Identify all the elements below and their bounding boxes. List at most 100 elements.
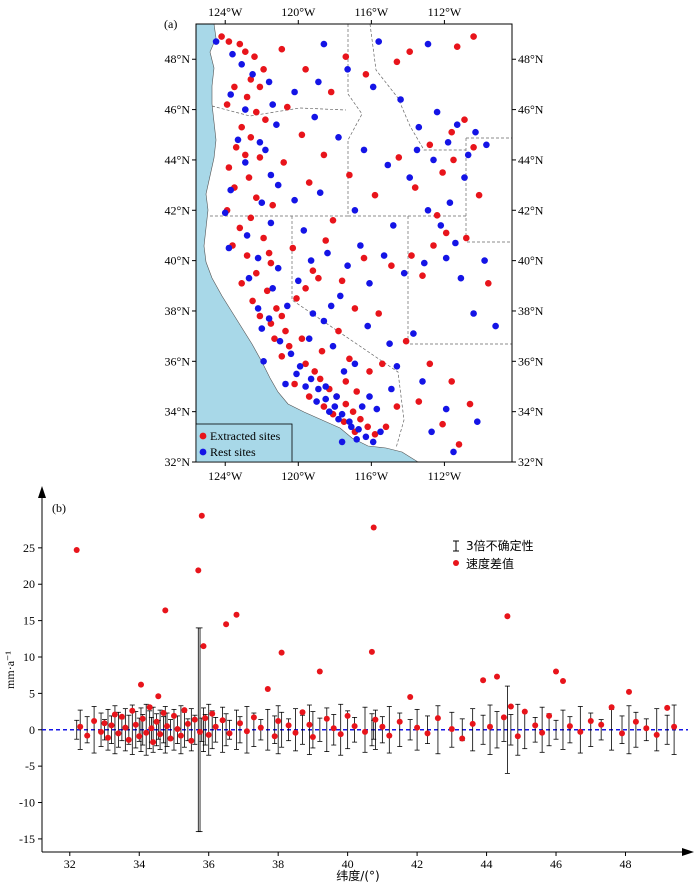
site-extracted bbox=[289, 244, 297, 252]
difference-point bbox=[174, 726, 181, 732]
site-extracted bbox=[430, 242, 437, 249]
difference-point bbox=[285, 722, 292, 729]
site-extracted bbox=[247, 134, 255, 141]
site-extracted bbox=[251, 53, 258, 60]
site-rest bbox=[269, 101, 277, 108]
x-tick-label: 38 bbox=[272, 857, 284, 871]
map-ytick-label-left: 36°N bbox=[165, 354, 191, 368]
difference-point bbox=[514, 733, 521, 740]
site-rest bbox=[324, 249, 331, 257]
site-extracted bbox=[470, 33, 477, 40]
difference-point bbox=[264, 686, 271, 692]
site-rest bbox=[269, 285, 277, 292]
site-extracted bbox=[415, 398, 423, 405]
y-tick-label: 0 bbox=[29, 723, 35, 737]
site-extracted bbox=[256, 154, 264, 161]
site-extracted bbox=[320, 403, 328, 410]
difference-point bbox=[275, 718, 282, 724]
site-rest bbox=[348, 423, 355, 431]
map-panel: 124°W 124°W 120°W 120°W 116°W 116°W 112°W 112°W… bbox=[164, 5, 544, 483]
site-extracted bbox=[475, 191, 483, 199]
site-rest bbox=[333, 393, 340, 400]
site-rest bbox=[415, 123, 423, 131]
site-rest bbox=[249, 71, 256, 78]
site-rest bbox=[315, 78, 322, 86]
site-rest bbox=[351, 207, 359, 214]
site-extracted bbox=[256, 83, 264, 91]
x-tick-label: 42 bbox=[411, 857, 423, 871]
x-tick-label: 46 bbox=[550, 857, 562, 871]
site-extracted bbox=[402, 337, 410, 345]
difference-point bbox=[111, 711, 118, 718]
site-extracted bbox=[439, 420, 446, 428]
site-rest bbox=[470, 310, 477, 317]
site-rest bbox=[344, 262, 351, 270]
site-extracted bbox=[278, 353, 286, 360]
difference-point bbox=[150, 739, 157, 746]
map-xtick-label-top: 124°W bbox=[208, 5, 243, 19]
legend-marker-rest bbox=[199, 448, 207, 456]
y-tick-label: 5 bbox=[29, 686, 35, 700]
legend-marker-extracted bbox=[199, 432, 207, 440]
difference-point bbox=[138, 681, 144, 688]
difference-point bbox=[160, 710, 167, 716]
y-axis-label: mm·a⁻¹ bbox=[3, 651, 17, 689]
site-rest bbox=[419, 378, 426, 385]
difference-point bbox=[153, 718, 160, 725]
site-rest bbox=[410, 330, 417, 337]
site-rest bbox=[265, 78, 273, 86]
y-tick-label: -15 bbox=[19, 832, 35, 846]
difference-point bbox=[619, 730, 625, 737]
y-tick-label: 10 bbox=[23, 650, 35, 664]
difference-point bbox=[299, 709, 306, 716]
site-rest bbox=[358, 403, 366, 410]
site-rest bbox=[430, 156, 437, 164]
site-rest bbox=[260, 358, 267, 365]
site-rest bbox=[221, 209, 229, 217]
difference-point bbox=[278, 649, 285, 656]
site-rest bbox=[453, 121, 461, 128]
map-ytick-label-right: 48°N bbox=[518, 52, 544, 66]
difference-point bbox=[532, 722, 539, 729]
map-ytick-label-right: 34°N bbox=[518, 405, 544, 419]
difference-point bbox=[539, 729, 546, 736]
site-rest bbox=[433, 108, 441, 116]
site-rest bbox=[400, 269, 408, 277]
difference-point bbox=[143, 729, 150, 736]
site-extracted bbox=[346, 171, 353, 179]
difference-point bbox=[653, 731, 660, 738]
site-extracted bbox=[218, 33, 225, 40]
difference-point bbox=[351, 723, 358, 730]
site-extracted bbox=[375, 310, 383, 317]
site-extracted bbox=[280, 159, 288, 166]
difference-point bbox=[136, 733, 143, 740]
site-extracted bbox=[267, 320, 275, 327]
x-tick-label: 36 bbox=[203, 857, 215, 871]
site-rest bbox=[227, 186, 234, 194]
difference-point bbox=[469, 720, 476, 727]
difference-point bbox=[223, 621, 230, 628]
site-rest bbox=[238, 61, 245, 68]
map-ytick-label-right: 46°N bbox=[518, 103, 544, 117]
difference-point bbox=[129, 707, 136, 714]
site-rest bbox=[242, 159, 249, 166]
site-extracted bbox=[236, 40, 244, 48]
difference-point bbox=[197, 728, 203, 735]
map-ytick-label-right: 32°N bbox=[518, 455, 544, 469]
site-extracted bbox=[450, 156, 457, 164]
difference-point bbox=[546, 712, 553, 719]
site-rest bbox=[335, 134, 342, 141]
difference-point bbox=[115, 730, 122, 737]
site-rest bbox=[291, 88, 298, 96]
difference-point bbox=[202, 715, 209, 722]
difference-point bbox=[632, 718, 639, 725]
site-rest bbox=[472, 128, 479, 136]
difference-point bbox=[181, 707, 188, 714]
site-rest bbox=[338, 438, 346, 446]
site-extracted bbox=[298, 131, 306, 139]
map-ytick-label-right: 44°N bbox=[518, 153, 544, 167]
difference-point bbox=[226, 730, 233, 737]
site-rest bbox=[293, 370, 300, 378]
site-rest bbox=[424, 207, 432, 214]
site-rest bbox=[390, 222, 397, 229]
